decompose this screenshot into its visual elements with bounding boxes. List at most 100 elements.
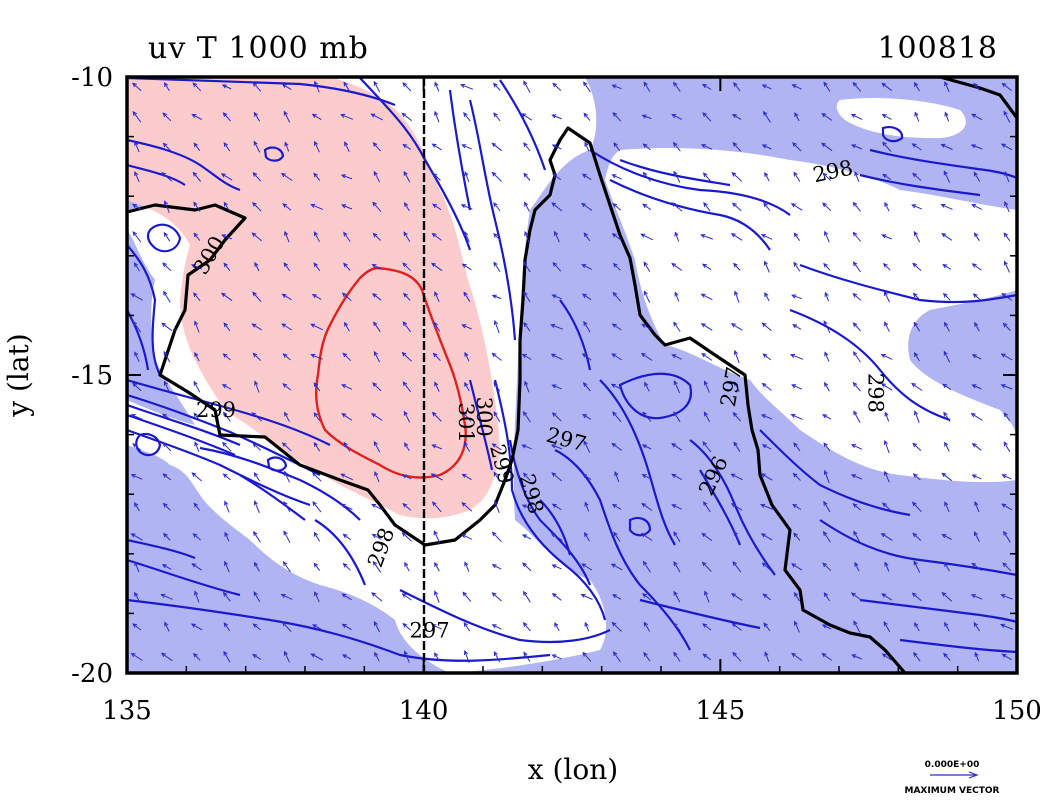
wind-vector — [371, 293, 382, 301]
wind-vector — [434, 381, 440, 392]
contour-label: 299 — [196, 398, 236, 422]
wind-vector — [703, 501, 711, 513]
wind-vector — [464, 351, 470, 362]
wind-vector — [491, 592, 502, 602]
wind-vector — [524, 380, 530, 393]
wind-vector — [284, 650, 290, 663]
wind-vector — [163, 82, 170, 92]
wind-vector — [162, 473, 172, 481]
wind-vector — [974, 321, 980, 332]
contour-label-text: 299 — [196, 398, 236, 422]
wind-vector — [731, 622, 742, 631]
wind-vector — [614, 471, 620, 483]
wind-vector — [584, 501, 590, 512]
wind-vector — [190, 264, 203, 270]
wind-vector — [340, 473, 354, 481]
wind-vector — [640, 233, 654, 241]
wind-vector — [433, 321, 441, 332]
wind-vector — [223, 201, 231, 212]
wind-vector — [491, 352, 502, 361]
wind-vector — [913, 651, 921, 662]
wind-vector — [344, 141, 350, 153]
wind-vector — [283, 110, 291, 123]
wind-vector — [761, 444, 772, 450]
wind-vector — [973, 171, 981, 182]
wind-vector — [761, 562, 772, 572]
wind-vector — [763, 260, 770, 273]
wind-vector — [1001, 503, 1013, 511]
wind-vector — [880, 354, 893, 360]
wind-vector — [374, 651, 380, 662]
wind-vector — [194, 441, 200, 452]
wind-vector — [883, 439, 890, 454]
wind-vector — [881, 593, 893, 601]
wind-vector — [402, 262, 412, 272]
wind-vector — [701, 532, 713, 541]
wind-vector — [792, 324, 802, 330]
wind-vector — [194, 320, 200, 333]
wind-vector — [610, 563, 623, 571]
wind-vector — [911, 501, 922, 512]
wind-vector — [1003, 110, 1011, 123]
wind-vector — [223, 650, 231, 663]
wind-vector — [491, 294, 502, 300]
wind-vector — [254, 561, 260, 572]
wind-vector — [792, 142, 802, 152]
wind-vector — [403, 231, 411, 243]
wind-vector — [912, 172, 922, 181]
wind-vector — [913, 560, 921, 573]
x-tick-label: 145 — [696, 696, 746, 726]
wind-vector — [402, 321, 412, 333]
wind-vector — [194, 590, 200, 603]
wind-vector — [191, 563, 202, 571]
wind-vector — [1003, 412, 1011, 422]
wind-vector — [761, 322, 772, 332]
wind-vector — [700, 234, 713, 240]
wind-vector — [162, 142, 171, 151]
y-tick-label: -15 — [71, 361, 113, 391]
wind-vector — [824, 230, 830, 243]
wind-vector — [160, 652, 173, 662]
wind-vector — [134, 140, 140, 153]
wind-vector — [1004, 171, 1010, 183]
wind-vector — [134, 591, 140, 602]
wind-vector — [312, 624, 322, 630]
wind-vector — [943, 411, 951, 422]
wind-vector — [852, 231, 861, 242]
wind-vector — [881, 653, 892, 661]
wind-vector — [824, 381, 830, 392]
wind-vector — [944, 81, 950, 93]
wind-vector — [163, 290, 171, 303]
wind-vector — [732, 560, 742, 573]
wind-vector — [673, 531, 681, 543]
wind-vector — [970, 413, 983, 421]
wind-vector — [642, 171, 651, 182]
wind-vector — [221, 384, 232, 390]
wind-vector — [130, 293, 143, 301]
wind-vector — [522, 622, 531, 632]
wind-vector — [281, 83, 292, 91]
contour-label: 298 — [864, 373, 888, 413]
wind-vector — [824, 351, 830, 362]
wind-vector — [911, 382, 923, 391]
wind-vector — [733, 262, 741, 271]
wind-vector — [251, 653, 262, 660]
wind-vector — [792, 472, 801, 481]
wind-vector — [850, 592, 863, 602]
wind-vector — [582, 382, 591, 392]
wind-vector — [884, 321, 890, 332]
wind-vector — [824, 291, 830, 302]
wind-vector — [373, 620, 381, 633]
wind-vector — [852, 201, 861, 212]
wind-vector — [431, 411, 442, 422]
wind-vector — [221, 84, 232, 90]
wind-vector — [642, 560, 651, 573]
wind-vector — [822, 562, 832, 572]
y-tick-label: -10 — [71, 63, 113, 93]
wind-vector — [341, 593, 352, 601]
wind-vector — [854, 171, 860, 182]
wind-vector — [401, 351, 412, 362]
wind-vector — [434, 291, 440, 303]
wind-vector — [432, 352, 441, 361]
wind-vector — [850, 144, 863, 150]
